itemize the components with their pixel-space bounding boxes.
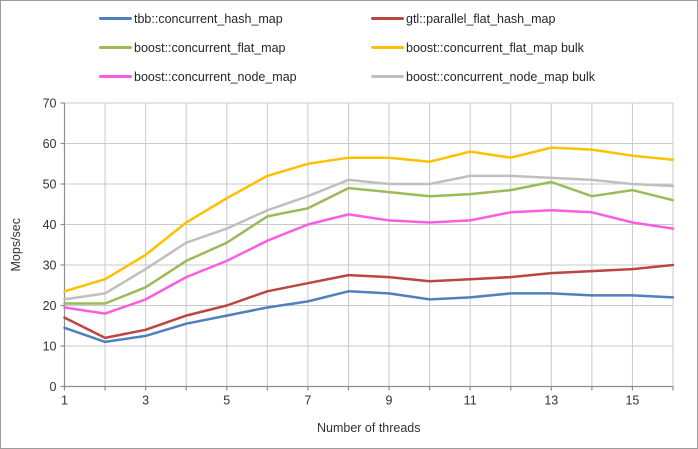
y-tick-label: 10 [43, 340, 57, 354]
x-tick-label: 11 [464, 394, 477, 408]
x-tick-label: 5 [223, 394, 230, 408]
y-tick-label: 50 [43, 178, 57, 192]
series-line-tbb-concurrent-hash-map [63, 290, 675, 344]
y-axis-title: Mops/sec [9, 218, 23, 272]
legend-line-swatch [371, 45, 404, 50]
legend-item: boost::concurrent_node_map bulk [371, 70, 595, 84]
legend-label: gtl::parallel_flat_hash_map [406, 11, 556, 26]
x-tick-label: 15 [625, 394, 639, 408]
y-tick-label: 20 [43, 299, 57, 313]
y-tick-label: 0 [50, 380, 57, 394]
legend-label: boost::concurrent_flat_map [134, 40, 286, 55]
x-axis-title: Number of threads [317, 421, 421, 435]
y-tick-label: 40 [43, 218, 57, 232]
legend-item: tbb::concurrent_hash_map [99, 12, 371, 26]
y-tick-label: 60 [43, 137, 57, 151]
legend-label: tbb::concurrent_hash_map [134, 11, 283, 26]
legend-item: boost::concurrent_flat_map [99, 41, 371, 55]
legend-line-swatch [99, 74, 132, 79]
series-line-boost-concurrent-flat-map-bulk [63, 146, 675, 293]
series-line-boost-concurrent-flat-map [63, 180, 675, 305]
chart-legend: tbb::concurrent_hash_map gtl::parallel_f… [99, 4, 595, 91]
x-tick-label: 7 [304, 394, 311, 408]
series-line-boost-concurrent-node-map-bulk [63, 174, 675, 301]
y-tick-label: 30 [43, 259, 57, 273]
legend-line-swatch [371, 74, 404, 79]
y-tick-label: 70 [43, 97, 57, 111]
x-tick-label: 3 [142, 394, 149, 408]
legend-item: boost::concurrent_node_map [99, 70, 371, 84]
x-tick-label: 1 [61, 394, 68, 408]
series-line-gtl-parallel-flat-hash-map [63, 263, 675, 340]
legend-item: gtl::parallel_flat_hash_map [371, 12, 595, 26]
legend-line-swatch [99, 16, 132, 21]
legend-label: boost::concurrent_node_map bulk [406, 69, 596, 84]
legend-label: boost::concurrent_flat_map bulk [406, 40, 584, 55]
legend-line-swatch [99, 45, 132, 50]
legend-label: boost::concurrent_node_map [134, 69, 297, 84]
x-tick-label: 13 [544, 394, 558, 408]
x-tick-label: 9 [386, 394, 393, 408]
legend-item: boost::concurrent_flat_map bulk [371, 41, 595, 55]
series-line-boost-concurrent-node-map [63, 209, 675, 315]
legend-line-swatch [371, 16, 404, 21]
